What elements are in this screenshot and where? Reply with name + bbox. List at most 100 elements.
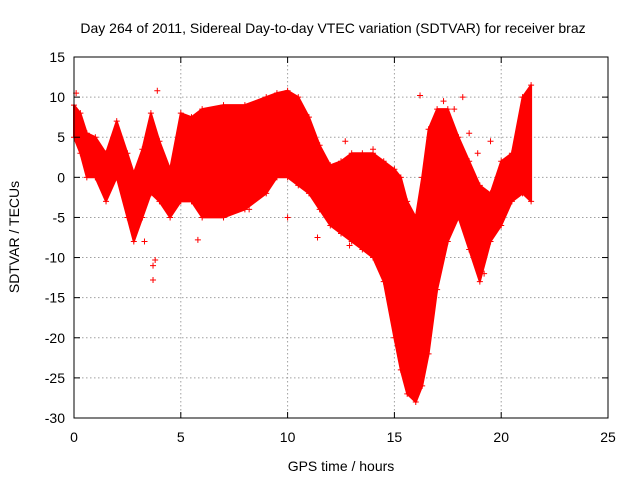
band-lower-point (348, 238, 355, 245)
band-upper-point (305, 114, 312, 121)
band-upper-point (177, 110, 184, 117)
band-upper-point (327, 162, 334, 169)
band-upper-point (380, 158, 387, 165)
data-band-area (73, 84, 533, 403)
chart-title: Day 264 of 2011, Sidereal Day-to-day VTE… (80, 20, 585, 36)
y-tick-label: 0 (57, 169, 65, 185)
band-upper-point (316, 142, 323, 149)
band-upper-point (391, 166, 398, 173)
band-lower-point (156, 198, 163, 205)
x-tick-labels: 0 5 10 15 20 25 (70, 429, 616, 445)
band-lower-point (188, 198, 195, 205)
band-lower-point (177, 198, 184, 205)
x-tick-label: 25 (600, 429, 616, 445)
band-lower-point (498, 222, 505, 229)
y-tick-label: 15 (49, 49, 65, 65)
band-lower-point (391, 334, 398, 341)
band-upper-point (139, 146, 146, 153)
band-lower-point (220, 214, 227, 221)
band-lower-point (508, 198, 515, 205)
band-upper-point (419, 174, 426, 181)
y-tick-label: 5 (57, 129, 65, 145)
y-tick-label: -5 (53, 209, 66, 225)
band-lower-point (359, 246, 366, 253)
band-upper-point (273, 90, 280, 97)
y-tick-label: -20 (45, 330, 65, 346)
band-lower-point (455, 214, 462, 221)
band-upper-point (199, 106, 206, 113)
outlier-point (481, 270, 488, 277)
band-lower-point (92, 174, 99, 181)
band-upper-point (77, 110, 84, 117)
outlier-point (440, 98, 447, 105)
band-lower-point (370, 254, 377, 261)
band-upper-point (404, 198, 411, 205)
band-lower-point (487, 238, 494, 245)
band-upper-point (167, 166, 174, 173)
x-tick-label: 20 (493, 429, 509, 445)
band-upper-point (147, 110, 154, 117)
band-upper-point (338, 158, 344, 165)
band-lower-point (434, 286, 441, 293)
axis-ticks (73, 56, 609, 419)
band-upper-point (508, 150, 515, 157)
band-upper-point (92, 134, 99, 141)
band-upper-point (519, 94, 526, 101)
band-lower-point (380, 278, 387, 285)
outlier-point (370, 146, 377, 153)
band-lower-point (476, 278, 483, 285)
x-tick-label: 5 (177, 429, 185, 445)
band-lower-point (130, 238, 137, 245)
band-lower-point (113, 174, 120, 181)
band-upper-point (444, 106, 451, 113)
band-lower-point (397, 366, 404, 373)
band-lower-point (444, 238, 451, 245)
band-upper-point (220, 102, 227, 109)
x-tick-label: 0 (70, 429, 78, 445)
band-lower-point (338, 230, 344, 237)
outlier-point (451, 106, 458, 113)
outlier-point (141, 238, 148, 245)
outlier-point (314, 234, 321, 241)
band-upper-point (156, 138, 163, 145)
band-upper-point (130, 170, 137, 177)
x-tick-label: 10 (280, 429, 296, 445)
band-lower-point (419, 382, 426, 389)
band-upper-point (263, 94, 270, 101)
outlier-point (459, 94, 466, 101)
band-upper-point (124, 150, 131, 157)
band-upper-point (241, 102, 248, 109)
band-lower-point (327, 222, 334, 229)
band-lower-point (103, 198, 110, 205)
outlier-point (417, 92, 424, 99)
outlier-point (342, 138, 349, 145)
outlier-point (246, 206, 253, 213)
band-lower-point (284, 174, 291, 181)
band-upper-point (113, 118, 120, 125)
band-lower-point (425, 350, 432, 357)
band-lower-point (139, 214, 146, 221)
band-upper-point (412, 214, 419, 221)
y-tick-label: -30 (45, 410, 65, 426)
band-upper-point (103, 150, 110, 157)
outlier-point (466, 130, 473, 137)
band-upper-point (455, 134, 462, 141)
y-tick-label: 10 (49, 89, 65, 105)
data-band (73, 84, 533, 403)
outlier-point (207, 208, 214, 215)
outlier-point (474, 150, 481, 157)
band-lower-point (412, 398, 419, 405)
band-lower-point (305, 190, 312, 197)
band-lower-point (519, 190, 526, 197)
outlier-point (487, 138, 494, 145)
y-tick-label: -15 (45, 290, 65, 306)
band-upper-point (476, 182, 483, 189)
band-lower-point (528, 198, 535, 205)
plot-frame (73, 56, 609, 419)
outlier-point (194, 236, 201, 243)
band-lower-point (273, 174, 280, 181)
band-lower-point (167, 214, 174, 221)
band-upper-point (348, 150, 355, 157)
